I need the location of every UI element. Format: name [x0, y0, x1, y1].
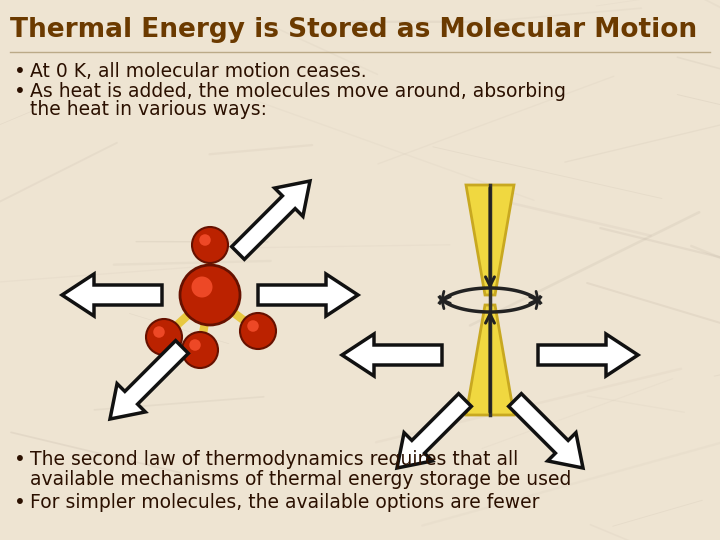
FancyArrow shape [342, 334, 442, 376]
Circle shape [240, 313, 276, 349]
FancyArrow shape [508, 394, 583, 468]
FancyArrow shape [62, 274, 162, 316]
FancyArrow shape [258, 274, 358, 316]
Circle shape [182, 332, 218, 368]
Text: •: • [14, 82, 26, 101]
Circle shape [153, 326, 165, 338]
FancyArrow shape [232, 181, 310, 259]
Circle shape [199, 234, 211, 246]
Text: For simpler molecules, the available options are fewer: For simpler molecules, the available opt… [30, 493, 539, 512]
Text: available mechanisms of thermal energy storage be used: available mechanisms of thermal energy s… [30, 470, 572, 489]
Circle shape [247, 320, 258, 332]
Text: the heat in various ways:: the heat in various ways: [30, 100, 267, 119]
Text: Thermal Energy is Stored as Molecular Motion: Thermal Energy is Stored as Molecular Mo… [10, 17, 697, 43]
Text: The second law of thermodynamics requires that all: The second law of thermodynamics require… [30, 450, 518, 469]
Text: •: • [14, 62, 26, 81]
Polygon shape [466, 185, 514, 295]
Circle shape [146, 319, 182, 355]
Text: •: • [14, 493, 26, 512]
FancyArrow shape [538, 334, 638, 376]
Text: At 0 K, all molecular motion ceases.: At 0 K, all molecular motion ceases. [30, 62, 366, 81]
Polygon shape [466, 305, 514, 415]
FancyArrow shape [397, 394, 472, 468]
Circle shape [180, 265, 240, 325]
FancyArrow shape [110, 341, 189, 419]
Text: As heat is added, the molecules move around, absorbing: As heat is added, the molecules move aro… [30, 82, 566, 101]
Circle shape [189, 339, 201, 351]
Circle shape [192, 227, 228, 263]
Text: •: • [14, 450, 26, 469]
Circle shape [192, 276, 212, 298]
